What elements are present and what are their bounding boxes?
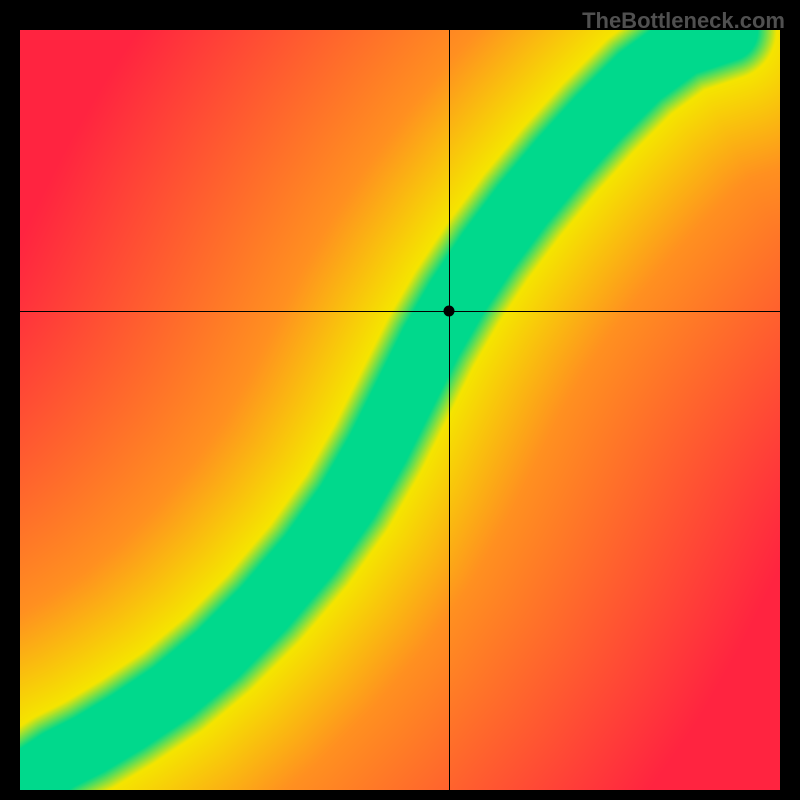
crosshair-horizontal xyxy=(20,311,780,312)
crosshair-vertical xyxy=(449,30,450,790)
heatmap-canvas xyxy=(20,30,780,790)
watermark-text: TheBottleneck.com xyxy=(582,8,785,34)
chart-container: TheBottleneck.com xyxy=(0,0,800,800)
heatmap-chart xyxy=(20,30,780,790)
intersection-marker xyxy=(444,306,455,317)
